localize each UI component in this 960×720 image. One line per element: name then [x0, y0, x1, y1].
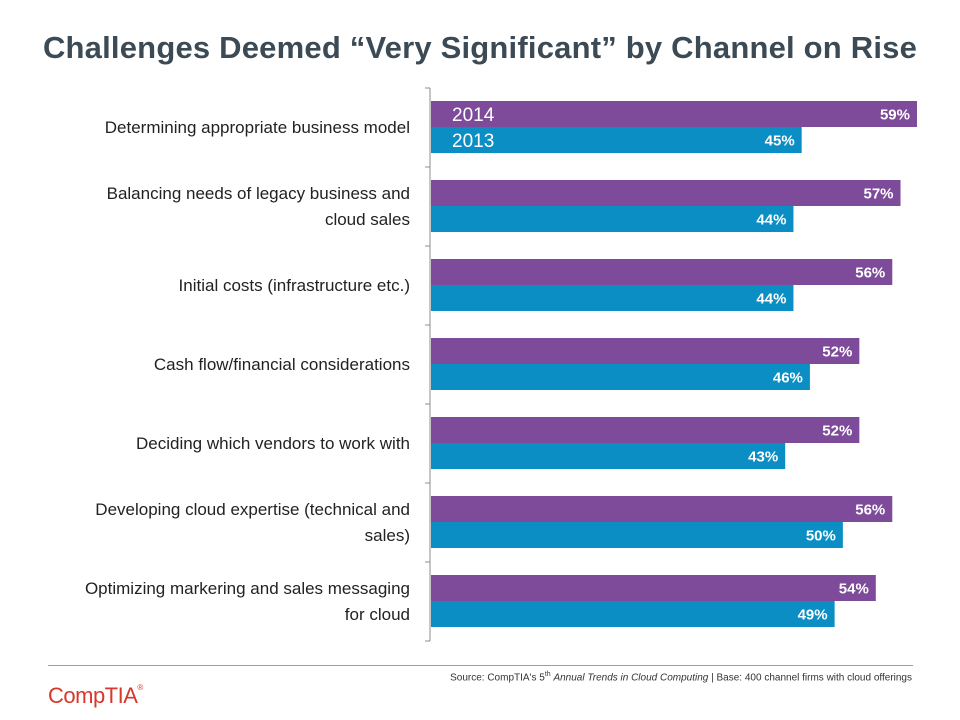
category-label: Optimizing markering and sales messaging…: [85, 579, 410, 624]
data-label-2013: 43%: [748, 449, 778, 466]
chart-title: Challenges Deemed “Very Significant” by …: [42, 30, 918, 65]
category-label-line: for cloud: [345, 605, 410, 624]
bar-2014: [431, 259, 893, 285]
data-label-2014: 59%: [880, 107, 910, 124]
bar-2013: [431, 364, 810, 390]
source-superscript: th: [544, 671, 551, 678]
bar-2014: [431, 575, 876, 601]
bar-2013: [431, 206, 794, 232]
category-label: Initial costs (infrastructure etc.): [179, 276, 410, 295]
category-label-line: Balancing needs of legacy business and: [107, 184, 410, 203]
data-label-2014: 57%: [863, 186, 893, 203]
category-label: Determining appropriate business model: [105, 118, 410, 137]
bar-2014: [431, 101, 917, 127]
bar-2013: [431, 127, 802, 153]
category-label-line: sales): [365, 526, 410, 545]
data-label-2013: 45%: [765, 133, 795, 150]
source-prefix: Source: CompTIA's 5: [450, 672, 545, 684]
bar-2013: [431, 285, 794, 311]
source-report-title: Annual Trends in Cloud Computing: [553, 672, 709, 684]
footer-divider: [48, 665, 913, 666]
category-label-line: cloud sales: [325, 210, 410, 229]
data-label-2013: 44%: [756, 291, 786, 308]
source-suffix: | Base: 400 channel firms with cloud off…: [708, 672, 912, 684]
category-label: Balancing needs of legacy business and cl…: [107, 184, 410, 229]
data-label-2014: 52%: [822, 423, 852, 440]
legend-entry-2014: 2014: [452, 105, 495, 126]
data-label-2013: 49%: [798, 607, 828, 624]
data-label-2013: 44%: [756, 212, 786, 229]
bar-2013: [431, 522, 843, 548]
logo-registered-mark: ®: [137, 683, 143, 692]
data-label-2014: 54%: [839, 581, 869, 598]
category-label-line: Initial costs (infrastructure etc.): [179, 276, 410, 295]
category-label-line: Optimizing markering and sales messaging: [85, 579, 410, 598]
data-label-2014: 56%: [855, 265, 885, 282]
logo-text: CompTIA: [48, 683, 138, 708]
category-label-line: Deciding which vendors to work with: [136, 434, 410, 453]
data-label-2014: 52%: [822, 344, 852, 361]
data-label-2013: 46%: [773, 370, 803, 387]
source-note: Source: CompTIA's 5th Annual Trends in C…: [450, 671, 912, 683]
data-label-2013: 50%: [806, 528, 836, 545]
bar-2014: [431, 338, 860, 364]
category-label: Deciding which vendors to work with: [136, 434, 410, 453]
bar-2014: [431, 417, 860, 443]
category-label: Cash flow/financial considerations: [154, 355, 410, 374]
category-label-line: Cash flow/financial considerations: [154, 355, 410, 374]
category-label-line: Determining appropriate business model: [105, 118, 410, 137]
data-label-2014: 56%: [855, 502, 885, 519]
bar-2013: [431, 601, 835, 627]
category-label: Developing cloud expertise (technical an…: [95, 500, 410, 545]
bar-2014: [431, 180, 901, 206]
comptia-logo: CompTIA®: [48, 683, 143, 709]
legend-entry-2013: 2013: [452, 131, 494, 152]
bar-2014: [431, 496, 893, 522]
category-label-line: Developing cloud expertise (technical an…: [95, 500, 410, 519]
bar-chart: Determining appropriate business model 59…: [85, 87, 917, 642]
bar-2013: [431, 443, 786, 469]
